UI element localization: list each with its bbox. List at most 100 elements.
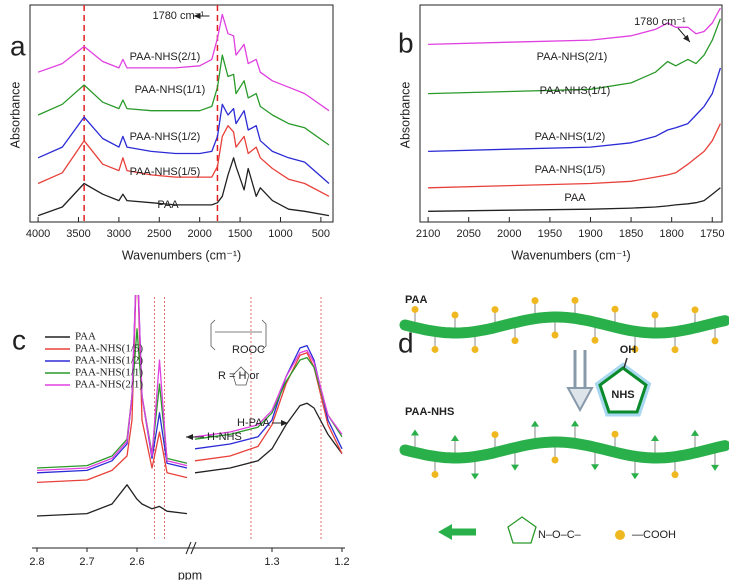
legend-label: PAA-NHS(2/1) (75, 379, 143, 391)
structure-bracket (210, 319, 267, 351)
series-label: PAA-NHS(1/5) (535, 164, 606, 176)
panel-letter: d (398, 327, 414, 358)
series-label: PAA (564, 192, 586, 204)
plot-frame (419, 4, 723, 223)
x-tick-label: 500 (312, 228, 330, 240)
legend-label: PAA-NHS(1/2) (75, 355, 143, 367)
x-tick-label: 4000 (26, 228, 50, 240)
series-group (37, 13, 330, 217)
series-label: PAA (157, 199, 179, 211)
y-axis-label: Absorbance (398, 82, 412, 149)
cooh-group (451, 311, 459, 319)
ester-group (531, 420, 539, 427)
cooh-group (591, 336, 599, 344)
cooh-group (671, 346, 679, 354)
x-tick-label: 2000 (497, 228, 521, 240)
spectrum-line (428, 123, 721, 189)
cooh-group (571, 296, 579, 304)
x-tick-label: 2500 (147, 228, 171, 240)
cooh-group (691, 306, 699, 314)
cooh-group (511, 337, 519, 345)
chain-label: PAA (405, 294, 427, 306)
x-tick-label: 3500 (66, 228, 90, 240)
axis-break (185, 541, 197, 555)
ester-group (631, 473, 639, 480)
spectrum-line (194, 349, 343, 438)
series-label: PAA-NHS(2/1) (130, 51, 201, 63)
series-label: PAA-NHS(1/1) (540, 85, 611, 97)
legend-label: PAA-NHS(1/1) (75, 367, 143, 379)
cooh-label: —COOH (632, 529, 676, 541)
cooh-group (431, 345, 439, 353)
series-label: PAA-NHS(1/2) (130, 131, 201, 143)
annotation-arrow (677, 27, 691, 43)
ester-ring (507, 516, 537, 544)
cooh-group (611, 430, 619, 438)
spectrum-line (36, 295, 188, 484)
structure-ring (232, 366, 250, 386)
diagram (210, 319, 652, 544)
spectrum-line (428, 18, 722, 95)
spectrum-line (37, 13, 330, 112)
cooh-group (491, 306, 499, 314)
spectrum-line (194, 352, 343, 462)
series-label: PAA-NHS(2/1) (537, 51, 608, 63)
reagent-label: NHS (611, 389, 634, 401)
annotation: 1780 cm⁻¹ (152, 10, 204, 22)
x-tick-label: 1.3 (264, 556, 279, 568)
x-axis-label: Wavenumbers (cm⁻¹) (511, 248, 630, 262)
structure-label: R = H or (218, 370, 260, 382)
cooh-group (531, 297, 539, 305)
cooh-group (671, 471, 679, 479)
cooh-group (551, 456, 559, 464)
series-label: PAA-NHS(1/2) (535, 131, 606, 143)
spectrum-line (37, 103, 330, 184)
x-tick-label: 2000 (187, 228, 211, 240)
nhs-ring (598, 366, 648, 414)
spectrum-line (37, 125, 330, 197)
ester-group (451, 434, 459, 441)
cooh-group (411, 305, 419, 313)
cooh-group (431, 470, 439, 478)
spectrum-line (36, 484, 188, 517)
peak-annotation: H-NHS (207, 431, 242, 443)
cooh-group (471, 346, 479, 354)
reagent-group: OH (620, 344, 637, 356)
x-tick-label: 2100 (416, 228, 440, 240)
ester-formula: N–O–C– (538, 529, 582, 541)
x-tick-label: 2.6 (129, 556, 144, 568)
spectrum-line (36, 295, 188, 474)
legend-label: PAA-NHS(1/5) (75, 343, 143, 355)
cooh-group (711, 337, 719, 345)
ester-group (411, 429, 419, 436)
ester-group (711, 464, 719, 471)
reaction-arrow-head (566, 387, 594, 413)
cooh-group (651, 311, 659, 319)
x-tick-label: 2.8 (29, 556, 44, 568)
cooh-group (631, 345, 639, 353)
x-axis-label: Wavenumbers (cm⁻¹) (122, 248, 241, 262)
plot-frame (29, 4, 334, 223)
y-axis-label: Absorbance (8, 82, 22, 149)
spectrum-line (37, 157, 330, 217)
ester-group (591, 464, 599, 471)
x-tick-label: 1900 (578, 228, 602, 240)
x-tick-label: 1800 (659, 228, 683, 240)
spectrum-line (36, 295, 188, 472)
x-tick-label: 3000 (107, 228, 131, 240)
x-tick-label: 2050 (456, 228, 480, 240)
polymer-chain (399, 311, 729, 339)
ester-group (571, 420, 579, 427)
polymer-chain (399, 436, 729, 464)
series-label: PAA-NHS(1/1) (135, 84, 206, 96)
x-tick-label: 1.2 (334, 556, 349, 568)
x-tick-label: 2.7 (79, 556, 94, 568)
x-tick-label: 1000 (268, 228, 292, 240)
annotation: 1780 cm⁻¹ (634, 16, 686, 28)
cooh-group (491, 431, 499, 439)
x-tick-label: 1950 (538, 228, 562, 240)
reaction-arrow (573, 350, 587, 390)
spectrum-line (36, 328, 188, 469)
chain-label: PAA-NHS (405, 406, 454, 418)
